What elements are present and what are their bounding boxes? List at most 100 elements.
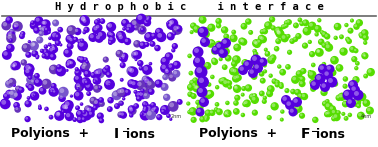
Circle shape — [12, 91, 22, 101]
Circle shape — [121, 112, 124, 116]
Circle shape — [244, 101, 248, 104]
Circle shape — [119, 111, 127, 119]
Circle shape — [150, 42, 153, 44]
Circle shape — [243, 60, 253, 70]
Circle shape — [38, 106, 42, 110]
Circle shape — [117, 34, 127, 43]
Circle shape — [50, 48, 53, 51]
Circle shape — [25, 52, 32, 58]
Circle shape — [366, 107, 374, 115]
Circle shape — [193, 78, 196, 81]
Circle shape — [358, 92, 366, 101]
Circle shape — [86, 106, 95, 115]
Circle shape — [260, 59, 264, 63]
Circle shape — [31, 22, 35, 26]
Circle shape — [232, 55, 241, 64]
Circle shape — [308, 70, 316, 79]
Circle shape — [296, 34, 299, 37]
Circle shape — [263, 64, 265, 66]
Circle shape — [122, 27, 126, 31]
Circle shape — [93, 85, 101, 93]
Circle shape — [138, 61, 141, 64]
Circle shape — [132, 52, 136, 56]
Circle shape — [94, 68, 105, 78]
Circle shape — [216, 43, 221, 48]
Circle shape — [75, 92, 79, 96]
Circle shape — [322, 62, 326, 66]
Circle shape — [318, 19, 320, 21]
Circle shape — [191, 118, 194, 120]
Circle shape — [358, 113, 362, 116]
Circle shape — [344, 117, 347, 119]
Circle shape — [171, 48, 175, 52]
Circle shape — [174, 62, 177, 66]
Circle shape — [82, 111, 87, 116]
Circle shape — [137, 25, 147, 35]
Circle shape — [192, 83, 195, 86]
Circle shape — [51, 31, 61, 42]
Circle shape — [274, 82, 280, 87]
Circle shape — [233, 85, 241, 93]
Circle shape — [300, 113, 302, 116]
Circle shape — [53, 20, 56, 24]
Circle shape — [208, 91, 211, 95]
Circle shape — [172, 49, 174, 51]
Circle shape — [6, 91, 10, 95]
Circle shape — [308, 40, 312, 44]
Circle shape — [201, 68, 204, 71]
Text: ions: ions — [316, 127, 344, 141]
Circle shape — [228, 85, 230, 87]
Circle shape — [323, 101, 325, 104]
Circle shape — [78, 57, 80, 59]
Circle shape — [125, 90, 128, 93]
Circle shape — [285, 24, 287, 26]
Circle shape — [6, 81, 10, 85]
Circle shape — [341, 49, 344, 52]
Circle shape — [262, 99, 267, 104]
Circle shape — [357, 112, 365, 120]
Circle shape — [133, 90, 138, 94]
Circle shape — [150, 102, 156, 108]
Circle shape — [80, 15, 89, 25]
Circle shape — [279, 85, 282, 87]
Circle shape — [143, 108, 148, 113]
Circle shape — [58, 28, 61, 30]
Circle shape — [272, 79, 275, 82]
Circle shape — [65, 106, 68, 109]
Circle shape — [23, 44, 27, 49]
Circle shape — [14, 25, 16, 27]
Circle shape — [191, 117, 197, 123]
Circle shape — [333, 81, 338, 87]
Circle shape — [105, 80, 110, 85]
Circle shape — [190, 31, 192, 32]
Circle shape — [98, 32, 102, 36]
Circle shape — [94, 86, 98, 89]
Circle shape — [350, 47, 353, 50]
Circle shape — [343, 84, 345, 87]
Circle shape — [74, 69, 82, 76]
Circle shape — [12, 65, 15, 68]
Circle shape — [66, 62, 71, 68]
Circle shape — [339, 47, 348, 56]
Circle shape — [97, 19, 99, 20]
Circle shape — [203, 27, 208, 31]
Circle shape — [253, 110, 256, 113]
Circle shape — [223, 48, 230, 55]
Circle shape — [85, 71, 88, 74]
Circle shape — [319, 65, 322, 67]
Circle shape — [359, 33, 361, 35]
Circle shape — [351, 56, 358, 62]
Circle shape — [169, 118, 172, 121]
Circle shape — [51, 83, 57, 89]
Circle shape — [28, 76, 31, 78]
Circle shape — [173, 32, 175, 34]
Circle shape — [73, 37, 78, 42]
Circle shape — [75, 105, 80, 110]
Circle shape — [219, 58, 221, 60]
Circle shape — [293, 22, 299, 28]
Circle shape — [362, 53, 366, 56]
Circle shape — [280, 118, 282, 120]
Circle shape — [296, 70, 303, 77]
Circle shape — [12, 64, 18, 70]
Circle shape — [127, 24, 131, 28]
